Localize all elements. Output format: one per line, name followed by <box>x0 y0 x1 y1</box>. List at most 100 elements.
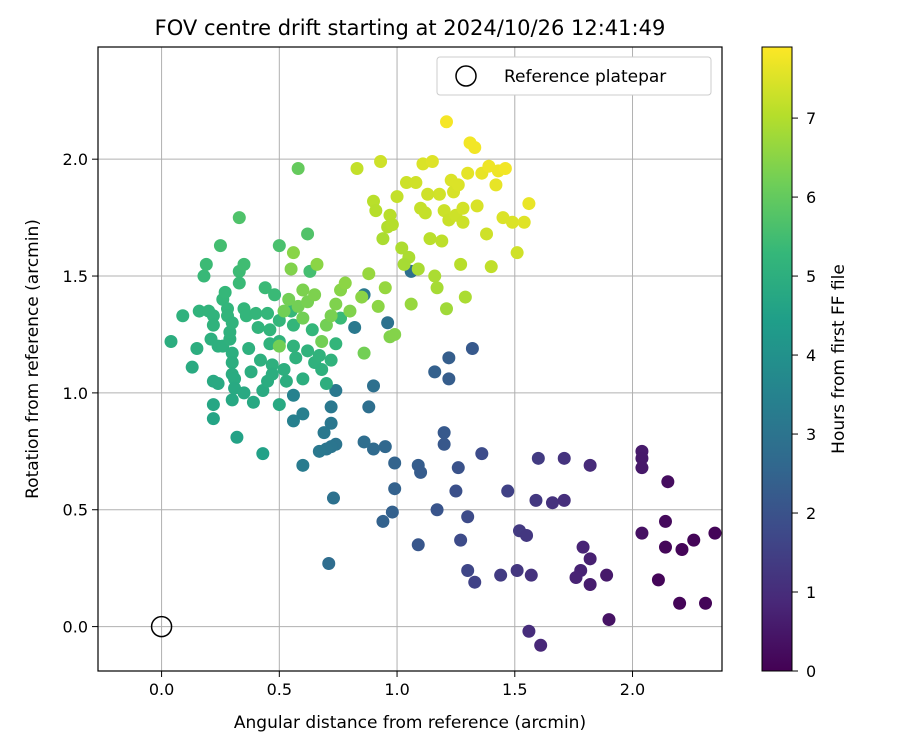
x-tick-label: 1.0 <box>384 680 409 699</box>
legend: Reference platepar <box>436 56 712 96</box>
data-point <box>385 505 399 519</box>
data-point <box>437 437 451 451</box>
data-point <box>451 461 465 475</box>
data-point <box>272 239 286 253</box>
data-point <box>197 269 211 283</box>
data-point <box>520 528 534 542</box>
data-point <box>675 542 689 556</box>
data-point <box>265 358 279 372</box>
data-point <box>557 493 571 507</box>
data-point <box>569 571 583 585</box>
data-point <box>348 320 362 334</box>
data-point <box>602 613 616 627</box>
data-point <box>461 510 475 524</box>
data-point <box>430 503 444 517</box>
data-point <box>381 316 395 330</box>
data-point <box>350 162 364 176</box>
data-point <box>367 379 381 393</box>
data-point <box>296 311 310 325</box>
data-point <box>308 288 322 302</box>
data-point <box>211 377 225 391</box>
data-point <box>529 493 543 507</box>
data-point <box>357 435 371 449</box>
data-point <box>651 573 665 587</box>
data-point <box>206 412 220 426</box>
y-axis-label: Rotation from reference (arcmin) <box>23 219 43 499</box>
data-point <box>296 458 310 472</box>
x-tick-label: 1.5 <box>502 680 527 699</box>
data-point <box>600 568 614 582</box>
data-point <box>291 162 305 176</box>
x-axis-ticks: 0.0 0.5 1.0 1.5 2.0 <box>149 671 645 699</box>
data-point <box>324 309 338 323</box>
data-point <box>329 384 343 398</box>
data-point <box>449 484 463 498</box>
data-point <box>286 414 300 428</box>
data-point <box>357 346 371 360</box>
data-point <box>498 162 512 176</box>
data-point <box>244 365 258 379</box>
data-point <box>230 430 244 444</box>
data-point <box>242 341 256 355</box>
data-point <box>277 363 291 377</box>
colorbar-tick-label: 4 <box>806 346 816 365</box>
data-point <box>456 215 470 229</box>
data-point <box>329 337 343 351</box>
data-point <box>185 360 199 374</box>
data-point <box>261 306 275 320</box>
data-point <box>576 540 590 554</box>
data-point <box>362 400 376 414</box>
x-tick-label: 0.0 <box>149 680 174 699</box>
data-point <box>206 318 220 332</box>
data-point <box>367 442 381 456</box>
colorbar-label: Hours from first FF file <box>829 264 849 454</box>
data-point <box>190 341 204 355</box>
data-point <box>635 526 649 540</box>
data-point <box>199 257 213 271</box>
data-point <box>687 533 701 547</box>
data-point <box>414 201 428 215</box>
data-point <box>343 304 357 318</box>
data-point <box>414 465 428 479</box>
data-point <box>439 302 453 316</box>
data-point <box>439 115 453 129</box>
data-point <box>475 447 489 461</box>
colorbar-tick-label: 6 <box>806 188 816 207</box>
data-point <box>425 155 439 169</box>
data-point <box>268 288 282 302</box>
data-point <box>225 316 239 330</box>
data-point <box>661 475 675 489</box>
colorbar-tick-label: 2 <box>806 504 816 523</box>
data-point <box>251 320 265 334</box>
data-point <box>461 564 475 578</box>
data-point <box>501 484 515 498</box>
x-tick-label: 2.0 <box>620 680 645 699</box>
data-point <box>489 178 503 192</box>
data-point <box>378 440 392 454</box>
data-point <box>404 297 418 311</box>
data-point <box>322 556 336 570</box>
data-point <box>228 372 242 386</box>
data-point <box>324 400 338 414</box>
data-point <box>369 204 383 218</box>
data-point <box>430 281 444 295</box>
plot-frame <box>97 46 723 672</box>
data-point <box>635 451 649 465</box>
data-point <box>454 257 468 271</box>
data-point <box>708 526 722 540</box>
data-point <box>451 178 465 192</box>
data-point <box>390 190 404 204</box>
data-point <box>399 176 413 190</box>
data-point <box>317 426 331 440</box>
data-point <box>458 290 472 304</box>
data-point <box>176 309 190 323</box>
data-point <box>456 201 470 215</box>
colorbar-ticks: 0 1 2 3 4 5 6 7 <box>792 109 816 681</box>
data-point <box>305 323 319 337</box>
data-point <box>388 327 402 341</box>
data-point <box>428 269 442 283</box>
legend-marker-icon <box>455 65 477 87</box>
data-point <box>225 346 239 360</box>
data-point <box>461 166 475 180</box>
